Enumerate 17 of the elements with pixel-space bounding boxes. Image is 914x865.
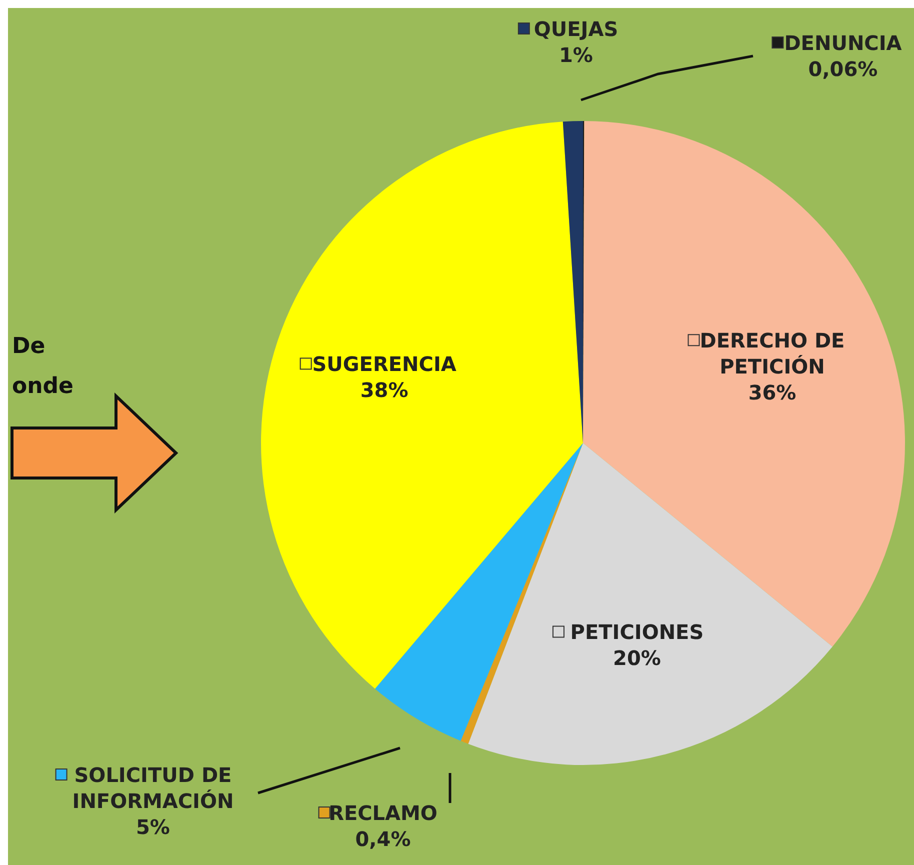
legend-label: QUEJAS	[534, 17, 618, 41]
data-label: 1%	[559, 43, 593, 67]
legend-label: DERECHO DE PETICIÓN	[700, 328, 845, 379]
text: onde	[12, 374, 74, 399]
legend-label: SOLICITUD DE INFORMACIÓN	[72, 763, 234, 813]
legend-label: PETICIONES	[570, 620, 704, 644]
legend-label: SUGERENCIA	[312, 352, 457, 376]
legend-label: DENUNCIA	[784, 31, 902, 55]
data-label: 0,4%	[355, 827, 411, 851]
text: De	[12, 334, 46, 359]
data-label: 0,06%	[808, 57, 878, 81]
data-label: 20%	[613, 646, 661, 670]
data-label: 36%	[748, 380, 796, 405]
pie-slice	[468, 443, 832, 765]
data-label: 5%	[136, 815, 170, 839]
data-label: 38%	[360, 378, 408, 402]
legend-label: RECLAMO	[328, 801, 438, 825]
